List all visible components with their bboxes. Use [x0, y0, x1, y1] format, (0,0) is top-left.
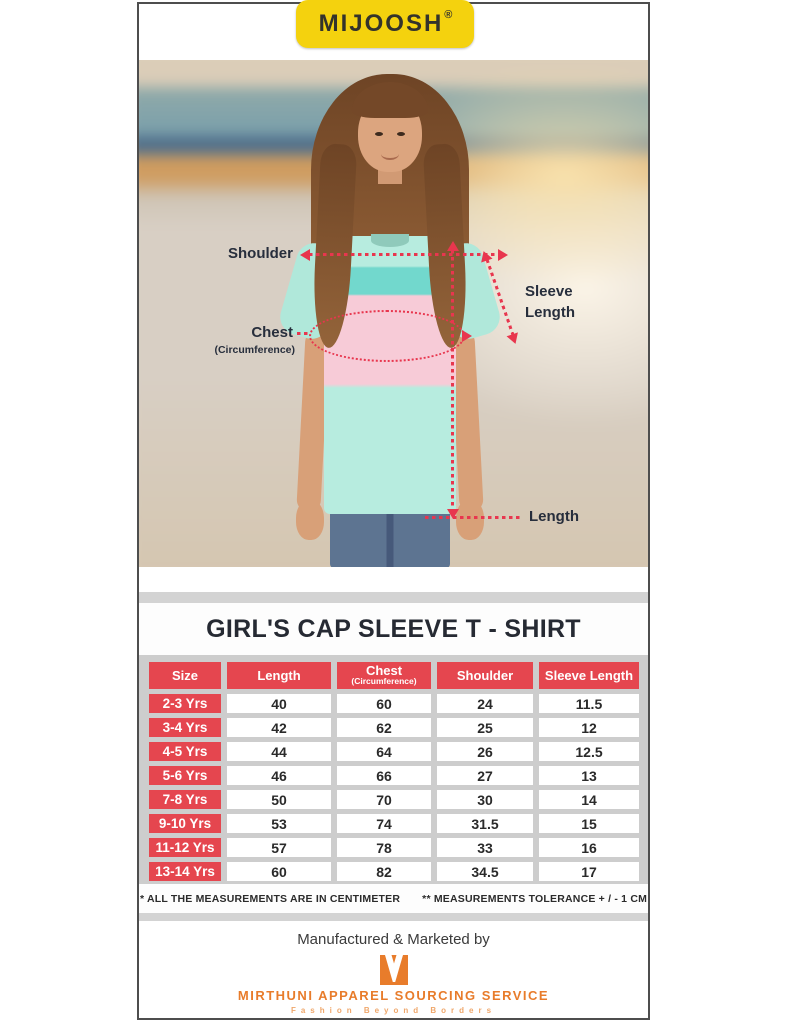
- size-label-cell: 13-14 Yrs: [149, 862, 221, 881]
- size-label-cell: 9-10 Yrs: [149, 814, 221, 833]
- length-measure-arrow: [446, 241, 459, 519]
- measurement-value-cell: 74: [337, 814, 431, 833]
- girl-eye: [397, 132, 405, 136]
- measurement-value-cell: 57: [227, 838, 331, 857]
- arrowhead-icon: [446, 241, 459, 251]
- arrowhead-icon: [446, 509, 459, 519]
- measurement-value-cell: 15: [539, 814, 639, 833]
- length-connector-line: [425, 516, 523, 519]
- measurement-value-cell: 62: [337, 718, 431, 737]
- footer: Manufactured & Marketed by MIRTHUNI APPA…: [139, 921, 648, 1018]
- girl-right-hand: [456, 500, 484, 540]
- column-header-sleeve-length: Sleeve Length: [539, 662, 639, 689]
- girl-left-hand: [296, 500, 324, 540]
- girl-smile: [381, 148, 399, 160]
- manufactured-by-text: Manufactured & Marketed by: [297, 931, 490, 948]
- measurement-value-cell: 78: [337, 838, 431, 857]
- measurement-value-cell: 42: [227, 718, 331, 737]
- size-label-cell: 2-3 Yrs: [149, 694, 221, 713]
- measurement-value-cell: 50: [227, 790, 331, 809]
- measurement-value-cell: 44: [227, 742, 331, 761]
- size-label-cell: 7-8 Yrs: [149, 790, 221, 809]
- measurement-value-cell: 40: [227, 694, 331, 713]
- measurement-value-cell: 25: [437, 718, 533, 737]
- flyer-frame: MIJOOSH ® Shoulder: [137, 0, 650, 1020]
- measurement-value-cell: 12.5: [539, 742, 639, 761]
- column-header-length: Length: [227, 662, 331, 689]
- brand-name: MIJOOSH: [318, 10, 444, 37]
- note-tolerance: ** MEASUREMENTS TOLERANCE + / - 1 CM: [422, 892, 648, 905]
- chest-connector-line: [297, 332, 311, 335]
- measurement-value-cell: 33: [437, 838, 533, 857]
- note-units: * ALL THE MEASUREMENTS ARE IN CENTIMETER: [139, 892, 401, 905]
- mirthuni-logo-icon: [379, 955, 408, 985]
- measurement-value-cell: 24: [437, 694, 533, 713]
- measurement-value-cell: 60: [337, 694, 431, 713]
- measurement-value-cell: 17: [539, 862, 639, 881]
- size-table: Size Length Chest (Circumference) Shoulder Sl…: [149, 662, 648, 881]
- column-header-label: Length: [257, 667, 301, 683]
- tshirt-neckline: [371, 234, 409, 247]
- size-label-cell: 11-12 Yrs: [149, 838, 221, 857]
- measurement-value-cell: 26: [437, 742, 533, 761]
- measurement-notes: * ALL THE MEASUREMENTS ARE IN CENTIMETER…: [139, 884, 648, 913]
- company-name: MIRTHUNI APPAREL SOURCING SERVICE: [237, 988, 550, 1003]
- chest-circumference-sublabel: (Circumference): [214, 344, 295, 356]
- model-photo: [139, 60, 648, 567]
- shoulder-label: Shoulder: [227, 245, 293, 262]
- measurement-value-cell: 53: [227, 814, 331, 833]
- measurement-value-cell: 82: [337, 862, 431, 881]
- measurement-value-cell: 27: [437, 766, 533, 785]
- page-title: GIRL'S CAP SLEEVE T - SHIRT: [206, 614, 581, 643]
- size-label-cell: 3-4 Yrs: [149, 718, 221, 737]
- measurement-value-cell: 60: [227, 862, 331, 881]
- column-header-shoulder: Shoulder: [437, 662, 533, 689]
- measurement-value-cell: 34.5: [437, 862, 533, 881]
- measurement-value-cell: 13: [539, 766, 639, 785]
- company-tagline: Fashion Beyond Borders: [290, 1006, 497, 1015]
- measurement-value-cell: 30: [437, 790, 533, 809]
- measurement-value-cell: 64: [337, 742, 431, 761]
- arrowhead-icon: [498, 248, 508, 261]
- column-header-label: Chest: [365, 663, 403, 678]
- divider-band: [139, 913, 648, 921]
- measurement-value-cell: 70: [337, 790, 431, 809]
- title-strip: GIRL'S CAP SLEEVE T - SHIRT: [139, 603, 648, 655]
- brand-badge: MIJOOSH ®: [296, 0, 474, 48]
- column-header-label: Sleeve Length: [544, 667, 634, 683]
- column-header-chest: Chest (Circumference): [337, 662, 431, 689]
- girl-eye: [375, 132, 383, 136]
- arrowhead-icon: [462, 330, 472, 342]
- shoulder-measure-arrow: [300, 248, 508, 261]
- measurement-value-cell: 66: [337, 766, 431, 785]
- measurement-value-cell: 12: [539, 718, 639, 737]
- measurement-value-cell: 31.5: [437, 814, 533, 833]
- measurement-value-cell: 14: [539, 790, 639, 809]
- size-label-cell: 5-6 Yrs: [149, 766, 221, 785]
- chest-label: Chest: [251, 324, 293, 341]
- length-label: Length: [529, 508, 579, 525]
- registered-trademark-icon: ®: [444, 9, 453, 21]
- measurement-value-cell: 16: [539, 838, 639, 857]
- divider-band: [139, 592, 648, 603]
- column-header-size: Size: [149, 662, 221, 689]
- column-header-sublabel: (Circumference): [351, 676, 417, 686]
- arrowhead-icon: [300, 248, 310, 261]
- measurement-value-cell: 11.5: [539, 694, 639, 713]
- size-label-cell: 4-5 Yrs: [149, 742, 221, 761]
- size-table-panel: Size Length Chest (Circumference) Shoulder Sl…: [139, 655, 648, 884]
- column-header-label: Size: [171, 667, 198, 683]
- sleeve-length-label: Sleeve Length: [525, 283, 575, 321]
- column-header-label: Shoulder: [456, 667, 514, 683]
- chest-measure-ellipse: [309, 310, 472, 362]
- measurement-value-cell: 46: [227, 766, 331, 785]
